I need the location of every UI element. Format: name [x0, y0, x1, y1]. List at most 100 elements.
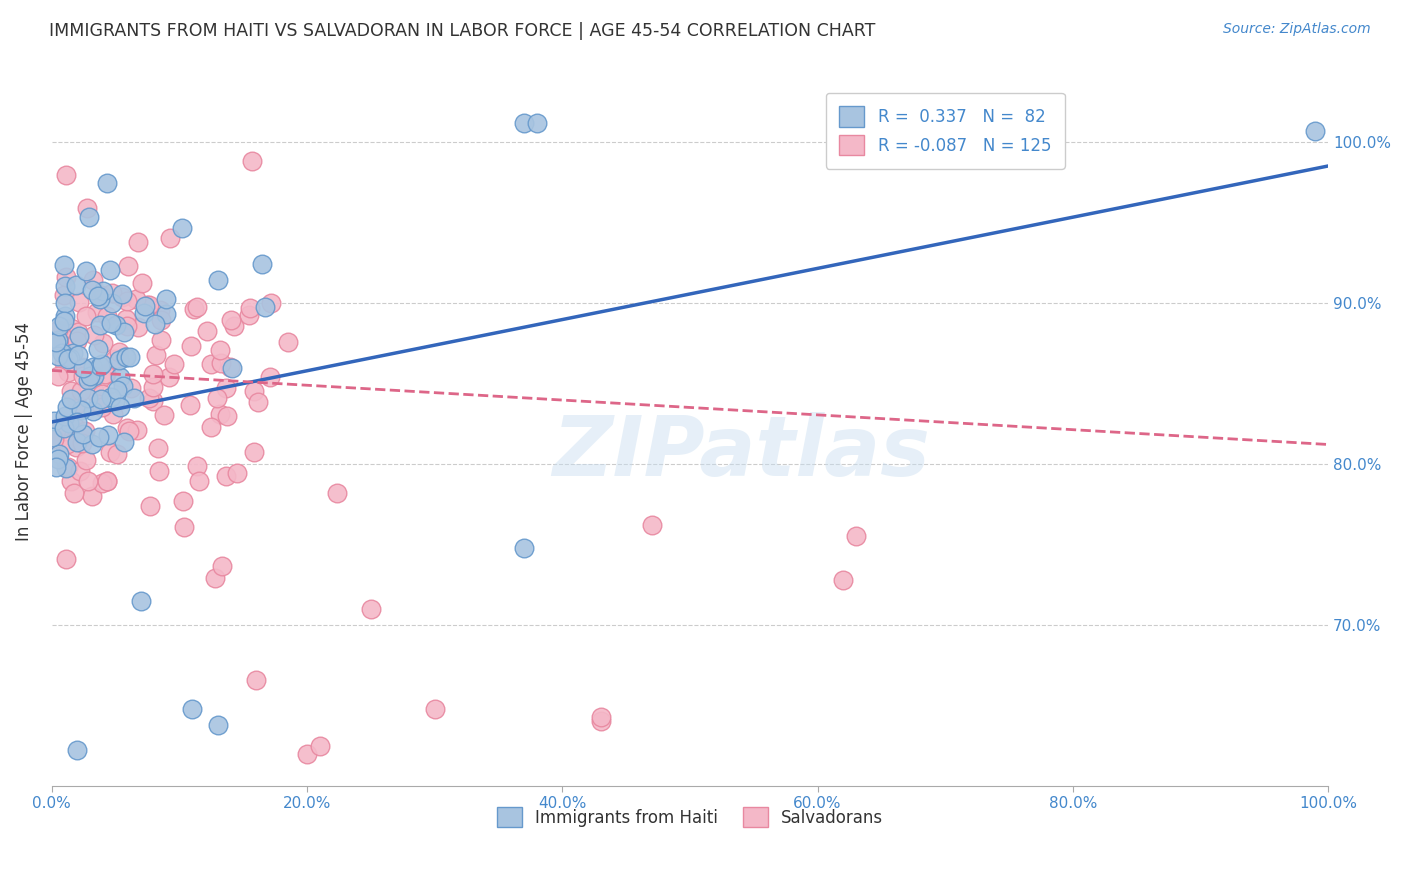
Point — [80, 437, 103, 451]
Point — [75, 425, 97, 439]
Point — [69, 431, 91, 445]
Point — [66, 397, 89, 411]
Point — [207, 717, 229, 731]
Point — [148, 464, 170, 478]
Point — [48, 319, 70, 334]
Point — [100, 390, 122, 404]
Point — [142, 367, 165, 381]
Point — [209, 343, 232, 357]
Point — [145, 348, 167, 362]
Point — [108, 400, 131, 414]
Point — [53, 309, 76, 323]
Point — [246, 395, 269, 409]
Point — [69, 464, 91, 478]
Point — [209, 407, 232, 421]
Point — [118, 350, 141, 364]
Point — [45, 460, 67, 475]
Point — [75, 310, 97, 324]
Point — [76, 373, 98, 387]
Point — [252, 257, 274, 271]
Point — [240, 154, 263, 169]
Point — [59, 351, 82, 366]
Point — [55, 552, 77, 566]
Point — [60, 384, 83, 398]
Point — [59, 433, 82, 447]
Point — [96, 368, 118, 382]
Point — [70, 384, 93, 399]
Point — [52, 314, 75, 328]
Point — [243, 444, 266, 458]
Point — [170, 220, 193, 235]
Point — [60, 321, 83, 335]
Point — [80, 489, 103, 503]
Point — [239, 301, 262, 316]
Point — [238, 308, 260, 322]
Point — [134, 306, 156, 320]
Point — [214, 381, 236, 395]
Point — [217, 409, 239, 424]
Point — [72, 369, 94, 384]
Point — [115, 421, 138, 435]
Point — [90, 288, 112, 302]
Point — [69, 328, 91, 343]
Point — [83, 327, 105, 342]
Point — [56, 459, 79, 474]
Point — [111, 287, 134, 301]
Point — [105, 318, 128, 333]
Point — [138, 391, 160, 405]
Point — [66, 334, 89, 348]
Point — [77, 474, 100, 488]
Point — [101, 407, 124, 421]
Point — [172, 493, 194, 508]
Point — [91, 285, 114, 299]
Point — [46, 333, 69, 347]
Point — [135, 298, 157, 312]
Point — [845, 529, 868, 543]
Point — [114, 435, 136, 450]
Point — [53, 409, 76, 424]
Point — [139, 499, 162, 513]
Point — [82, 273, 104, 287]
Point — [200, 419, 222, 434]
Point — [66, 415, 89, 429]
Point — [159, 231, 181, 245]
Point — [188, 474, 211, 488]
Point — [204, 571, 226, 585]
Point — [108, 345, 131, 359]
Point — [155, 307, 177, 321]
Point — [122, 391, 145, 405]
Point — [67, 295, 90, 310]
Point — [142, 394, 165, 409]
Point — [62, 485, 84, 500]
Point — [91, 357, 114, 371]
Point — [75, 453, 97, 467]
Point — [207, 391, 229, 405]
Point — [245, 673, 267, 687]
Point — [225, 467, 247, 481]
Point — [45, 423, 67, 437]
Point — [173, 520, 195, 534]
Point — [96, 474, 118, 488]
Point — [70, 360, 93, 375]
Point — [186, 300, 208, 314]
Point — [513, 115, 536, 129]
Point — [211, 559, 233, 574]
Point — [87, 289, 110, 303]
Point — [209, 355, 232, 369]
Point — [242, 384, 264, 399]
Point — [86, 305, 108, 319]
Point — [42, 432, 65, 446]
Text: ZIPatlas: ZIPatlas — [553, 412, 929, 493]
Point — [72, 361, 94, 376]
Point — [222, 319, 245, 334]
Point — [308, 739, 330, 753]
Point — [96, 474, 118, 488]
Point — [44, 334, 66, 349]
Point — [259, 370, 281, 384]
Point — [150, 313, 173, 327]
Point — [48, 451, 70, 466]
Point — [98, 445, 121, 459]
Point — [53, 258, 76, 272]
Point — [207, 273, 229, 287]
Point — [77, 210, 100, 224]
